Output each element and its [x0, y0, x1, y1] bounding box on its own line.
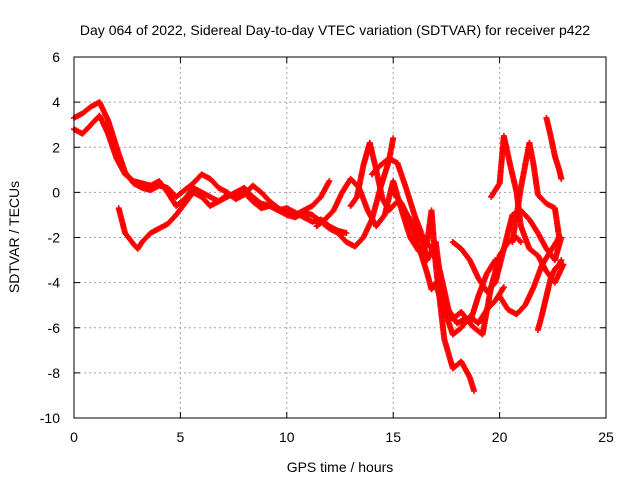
y-tick-label: 0 [52, 184, 60, 200]
y-tick-label: -6 [48, 320, 61, 336]
x-tick-label: 25 [598, 429, 614, 445]
data-point [517, 239, 524, 246]
y-tick-label: -2 [48, 230, 61, 246]
y-tick-label: -8 [48, 365, 61, 381]
y-tick-label: 6 [52, 49, 60, 65]
data-point [558, 257, 565, 264]
series-track-13 [543, 114, 565, 182]
y-tick-label: 4 [52, 94, 60, 110]
series-track-11 [509, 139, 563, 246]
series-track-10 [496, 234, 563, 318]
y-tick-label: 2 [52, 139, 60, 155]
y-axis-label: SDTVAR / TECUs [6, 181, 22, 293]
x-axis-label: GPS time / hours [287, 459, 394, 475]
x-tick-label: 20 [492, 429, 508, 445]
data-point [492, 257, 499, 264]
series-track-4 [313, 175, 478, 394]
series-track-7 [390, 189, 499, 327]
data-point [343, 229, 350, 236]
data-series [71, 99, 567, 394]
data-point [516, 237, 523, 244]
y-tick-label: -10 [40, 410, 60, 426]
x-tick-label: 15 [385, 429, 401, 445]
y-tick-label: -4 [48, 275, 61, 291]
x-tick-label: 10 [279, 429, 295, 445]
series-track-12 [534, 257, 565, 334]
data-point [500, 284, 507, 291]
data-point [390, 135, 397, 142]
data-point [326, 178, 333, 185]
series-track-9 [488, 132, 567, 286]
data-point [558, 175, 565, 182]
chart-title: Day 064 of 2022, Sidereal Day-to-day VTE… [80, 22, 590, 38]
x-tick-label: 5 [177, 429, 185, 445]
data-point [556, 234, 563, 241]
x-ticks: 0 5 10 15 20 25 [70, 57, 614, 445]
series-track-1 [71, 99, 333, 218]
data-point [471, 387, 478, 394]
y-ticks: -10 -8 -6 -4 -2 0 2 4 6 [40, 49, 606, 426]
x-tick-label: 0 [70, 429, 78, 445]
series-track-8 [449, 207, 565, 295]
series-track-3 [115, 135, 397, 252]
